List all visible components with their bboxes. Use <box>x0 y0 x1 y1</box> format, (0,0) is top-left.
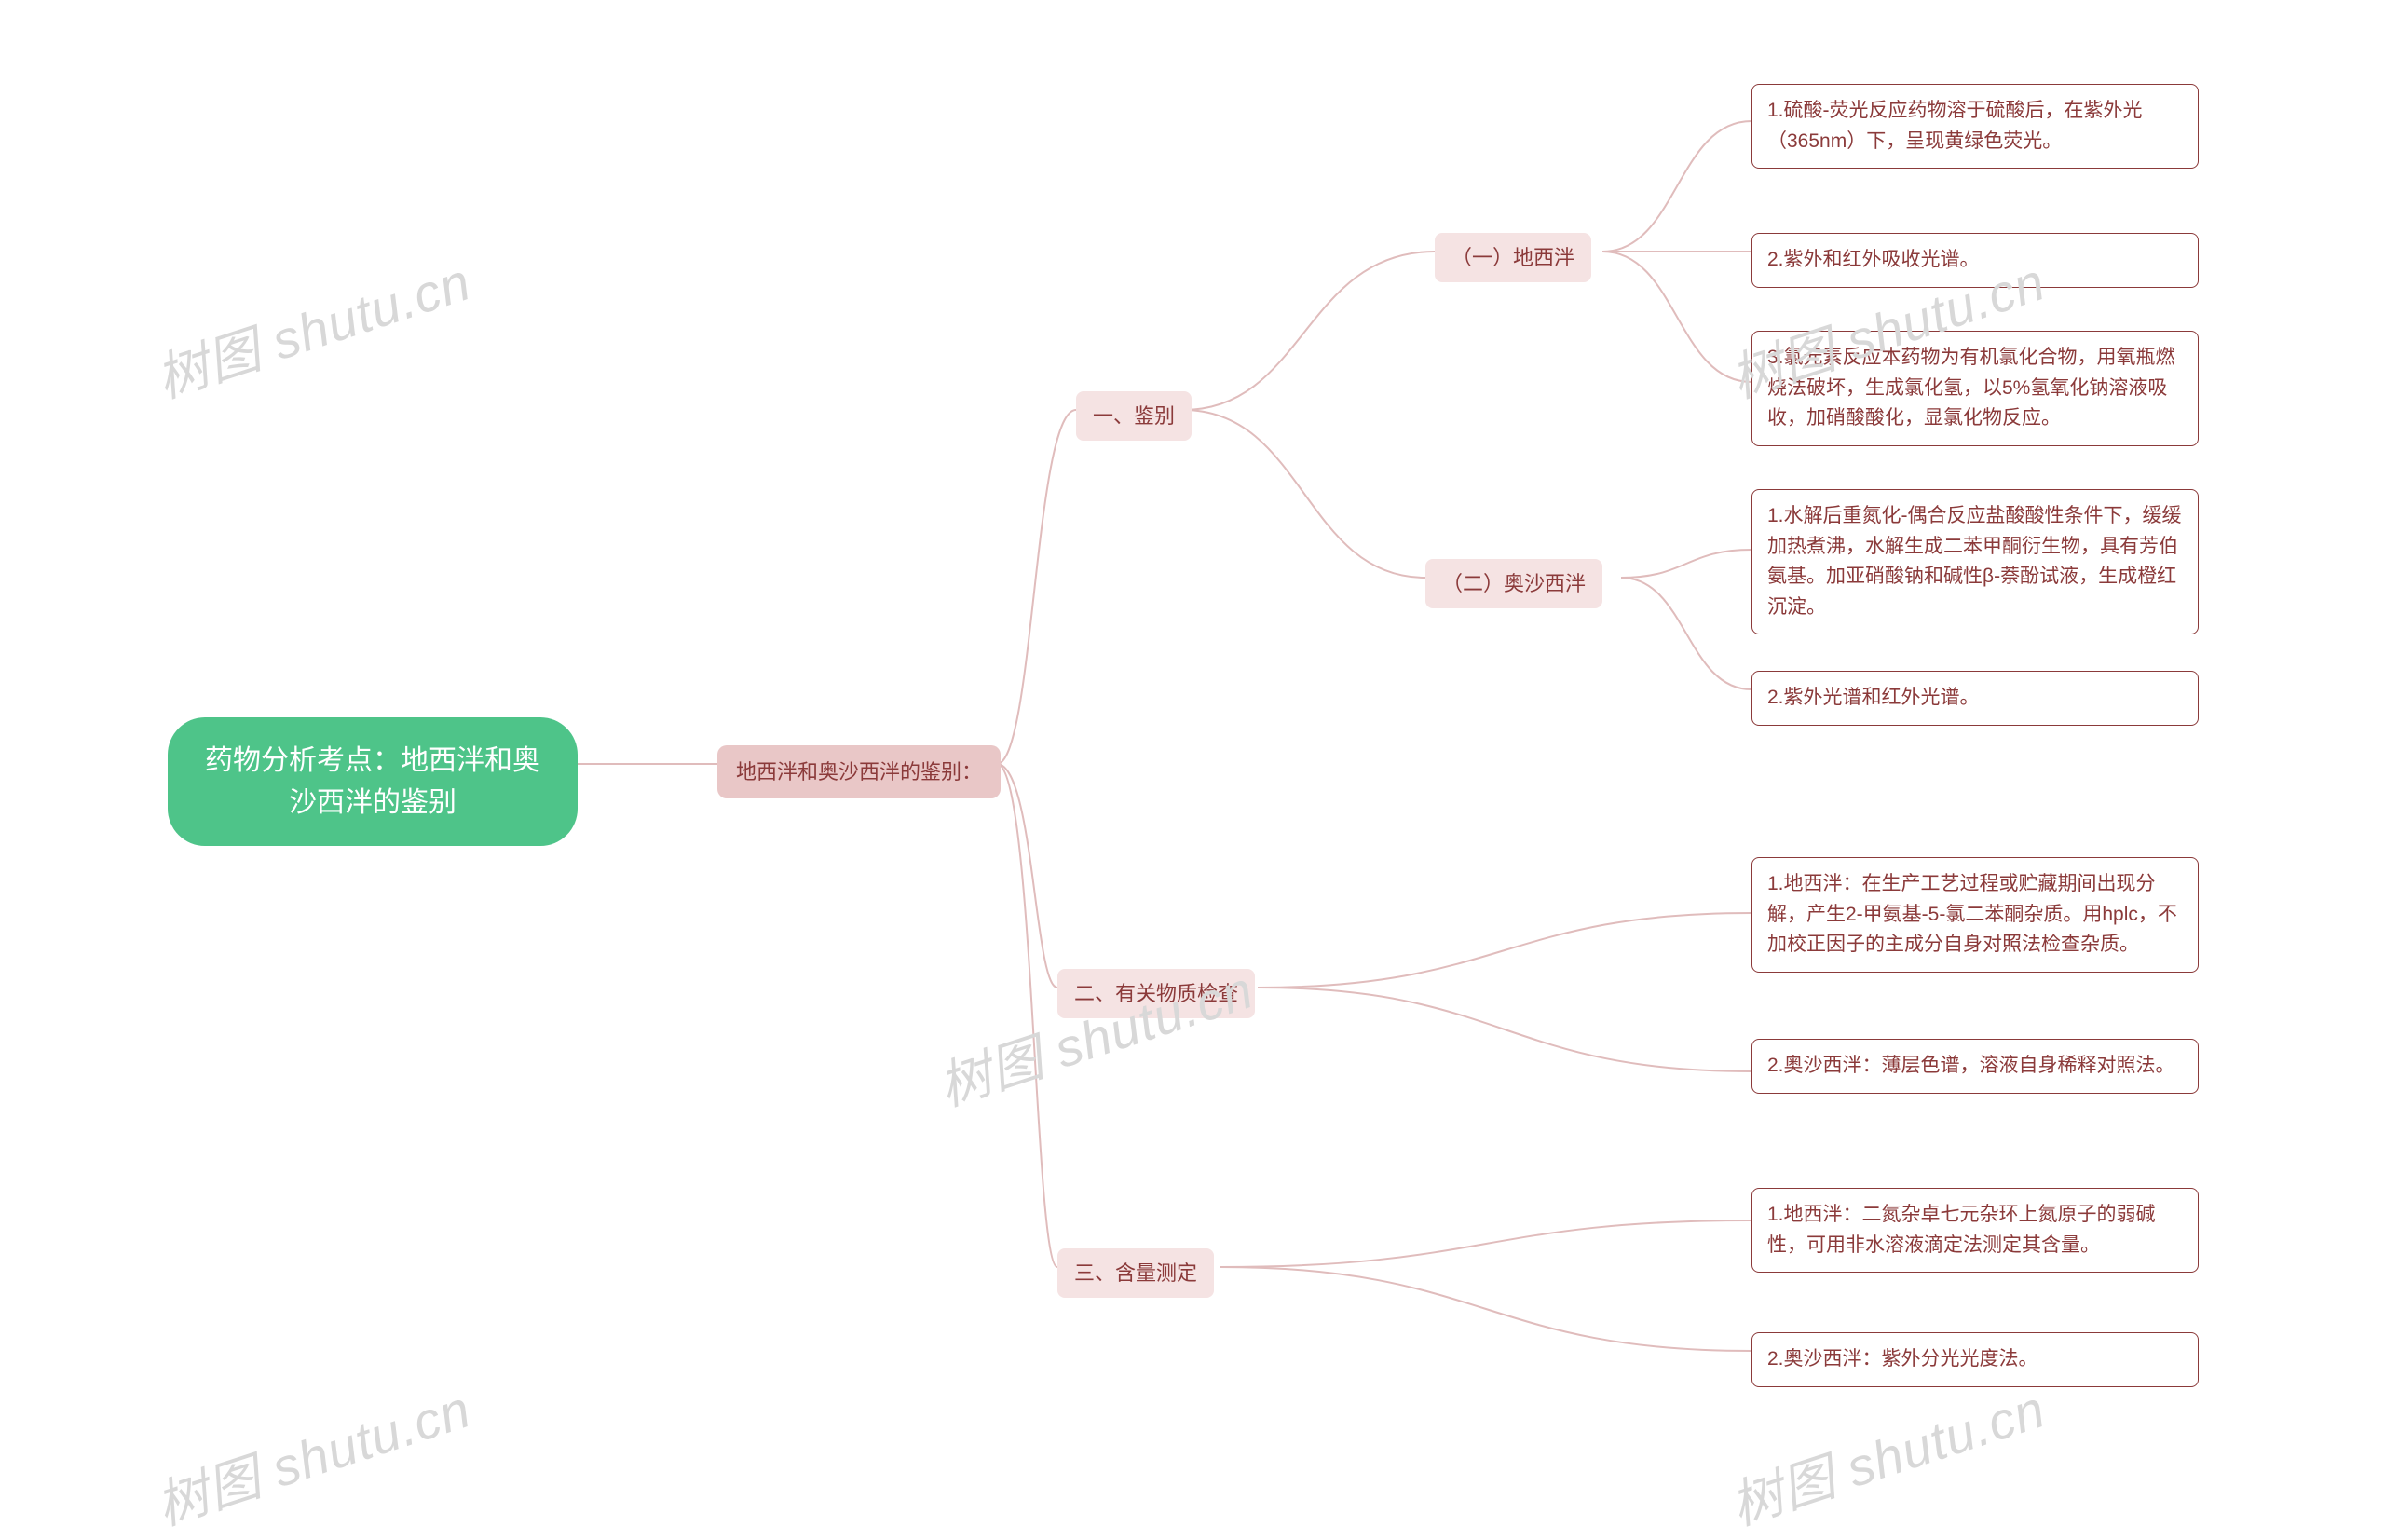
leaf-2-2: 2.奥沙西泮：薄层色谱，溶液自身稀释对照法。 <box>1751 1039 2199 1094</box>
subsection-1a-label: （一）地西泮 <box>1451 242 1574 273</box>
leaf-1a-2: 2.紫外和红外吸收光谱。 <box>1751 233 2199 288</box>
section-3-node: 三、含量测定 <box>1057 1248 1214 1298</box>
leaf-3-1: 1.地西泮：二氮杂卓七元杂环上氮原子的弱碱性，可用非水溶液滴定法测定其含量。 <box>1751 1188 2199 1273</box>
subsection-1b-label: （二）奥沙西泮 <box>1442 568 1586 599</box>
watermark: 树图 shutu.cn <box>1720 1368 2053 1540</box>
leaf-label: 1.地西泮：二氮杂卓七元杂环上氮原子的弱碱性，可用非水溶液滴定法测定其含量。 <box>1767 1200 2183 1261</box>
leaf-label: 2.奥沙西泮：紫外分光光度法。 <box>1767 1344 2038 1375</box>
leaf-1a-1: 1.硫酸-荧光反应药物溶于硫酸后，在紫外光（365nm）下，呈现黄绿色荧光。 <box>1751 84 2199 169</box>
leaf-label: 2.紫外和红外吸收光谱。 <box>1767 245 1980 276</box>
connector <box>997 410 1076 764</box>
connector <box>1183 252 1435 410</box>
section-1-label: 一、鉴别 <box>1093 401 1175 431</box>
watermark: 树图 shutu.cn <box>145 1368 479 1540</box>
connector <box>997 764 1057 988</box>
leaf-label: 2.紫外光谱和红外光谱。 <box>1767 683 1980 714</box>
connector <box>1183 410 1425 578</box>
connector <box>1220 1267 1751 1351</box>
section-2-label: 二、有关物质检查 <box>1074 978 1238 1009</box>
leaf-label: 1.地西泮：在生产工艺过程或贮藏期间出现分解，产生2-甲氨基-5-氯二苯酮杂质。… <box>1767 869 2183 961</box>
root-label: 药物分析考点：地西泮和奥沙西泮的鉴别 <box>201 740 544 824</box>
leaf-1b-1: 1.水解后重氮化-偶合反应盐酸酸性条件下，缓缓加热煮沸，水解生成二苯甲酮衍生物，… <box>1751 489 2199 634</box>
leaf-1a-3: 3.氯元素反应本药物为有机氯化合物，用氧瓶燃烧法破坏，生成氯化氢，以5%氢氧化钠… <box>1751 331 2199 446</box>
leaf-label: 1.水解后重氮化-偶合反应盐酸酸性条件下，缓缓加热煮沸，水解生成二苯甲酮衍生物，… <box>1767 501 2183 622</box>
connector <box>1602 252 1751 382</box>
connector <box>1220 1220 1751 1267</box>
level1-label: 地西泮和奥沙西泮的鉴别： <box>736 756 982 787</box>
leaf-3-2: 2.奥沙西泮：紫外分光光度法。 <box>1751 1332 2199 1387</box>
subsection-1a-node: （一）地西泮 <box>1435 233 1591 282</box>
leaf-label: 1.硫酸-荧光反应药物溶于硫酸后，在紫外光（365nm）下，呈现黄绿色荧光。 <box>1767 96 2183 157</box>
connector <box>1258 988 1751 1071</box>
section-2-node: 二、有关物质检查 <box>1057 969 1255 1018</box>
subsection-1b-node: （二）奥沙西泮 <box>1425 559 1602 608</box>
connector <box>1621 578 1751 689</box>
section-1-node: 一、鉴别 <box>1076 391 1192 441</box>
watermark: 树图 shutu.cn <box>145 240 479 413</box>
root-node: 药物分析考点：地西泮和奥沙西泮的鉴别 <box>168 717 578 846</box>
connector <box>997 764 1057 1267</box>
leaf-1b-2: 2.紫外光谱和红外光谱。 <box>1751 671 2199 726</box>
section-3-label: 三、含量测定 <box>1074 1258 1197 1288</box>
connector <box>1621 550 1751 578</box>
connector <box>1602 121 1751 252</box>
connector <box>1258 913 1751 988</box>
leaf-label: 2.奥沙西泮：薄层色谱，溶液自身稀释对照法。 <box>1767 1051 2175 1082</box>
leaf-2-1: 1.地西泮：在生产工艺过程或贮藏期间出现分解，产生2-甲氨基-5-氯二苯酮杂质。… <box>1751 857 2199 973</box>
leaf-label: 3.氯元素反应本药物为有机氯化合物，用氧瓶燃烧法破坏，生成氯化氢，以5%氢氧化钠… <box>1767 343 2183 434</box>
level1-node: 地西泮和奥沙西泮的鉴别： <box>717 745 1001 798</box>
